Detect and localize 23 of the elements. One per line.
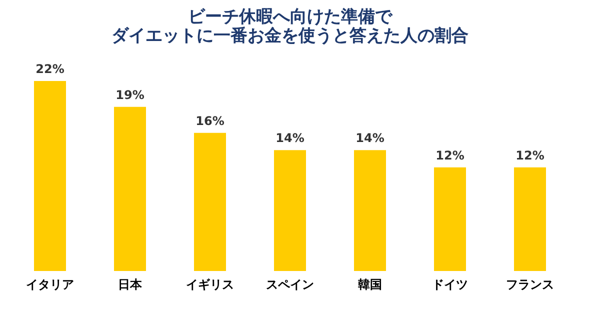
x-tick-label: 日本 xyxy=(118,278,143,292)
bar xyxy=(354,150,386,271)
bar xyxy=(114,106,146,271)
bar xyxy=(434,167,466,271)
data-label: 16% xyxy=(196,114,224,128)
bar xyxy=(274,150,306,271)
x-tick-label: イギリス xyxy=(186,278,234,292)
x-tick-label: スペイン xyxy=(266,278,314,292)
bar xyxy=(514,167,546,271)
x-tick-label: ドイツ xyxy=(432,278,468,292)
data-label: 12% xyxy=(436,148,464,162)
bar xyxy=(34,81,66,271)
chart-title: ビーチ休暇へ向けた準備で xyxy=(188,7,393,27)
data-label: 14% xyxy=(356,131,384,146)
data-label: 22% xyxy=(36,62,64,76)
data-label: 14% xyxy=(276,131,304,146)
x-tick-label: イタリア xyxy=(26,278,74,292)
chart-subtitle: ダイエットに一番お金を使うと答えた人の割合 xyxy=(112,26,468,46)
data-label: 12% xyxy=(516,148,544,162)
bar xyxy=(194,132,226,271)
data-label: 19% xyxy=(116,88,144,102)
x-tick-label: 韓国 xyxy=(358,278,382,292)
x-tick-label: フランス xyxy=(506,278,554,292)
